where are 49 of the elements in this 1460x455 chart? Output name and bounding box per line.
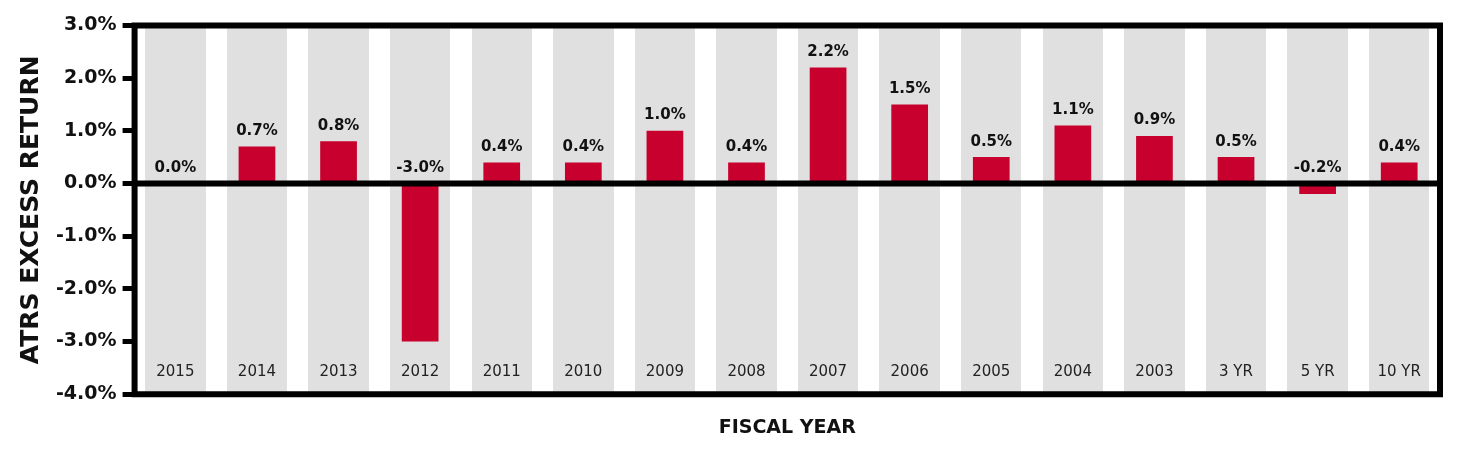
x-tick-label: 2004 bbox=[1052, 362, 1093, 381]
data-label: 0.8% bbox=[317, 115, 360, 134]
data-label: 0.5% bbox=[1215, 131, 1257, 150]
data-label: 2.2% bbox=[807, 41, 849, 60]
x-tick-label: 2010 bbox=[563, 362, 604, 381]
y-tick-label: -4.0% bbox=[55, 381, 117, 404]
data-label: 0.5% bbox=[970, 131, 1013, 150]
y-tick-label: 0.0% bbox=[63, 170, 117, 193]
x-tick-label: 2009 bbox=[644, 362, 685, 381]
data-label: 0.4% bbox=[480, 136, 523, 155]
data-label: 1.0% bbox=[644, 105, 686, 124]
x-tick-label: 5 YR bbox=[1299, 362, 1336, 381]
bar bbox=[809, 67, 847, 183]
x-tick-label: 2003 bbox=[1134, 362, 1175, 381]
bar bbox=[401, 183, 439, 342]
y-tick-label: 2.0% bbox=[63, 65, 117, 88]
data-label: 0.4% bbox=[1378, 136, 1421, 155]
y-tick-label: 1.0% bbox=[63, 117, 117, 140]
data-label: 0.7% bbox=[236, 120, 278, 139]
x-tick-label: 2014 bbox=[236, 362, 278, 381]
x-tick-label: 10 YR bbox=[1376, 362, 1422, 381]
data-label: 1.1% bbox=[1052, 99, 1094, 118]
bar bbox=[1136, 136, 1173, 183]
x-tick-label: 2012 bbox=[400, 362, 441, 381]
x-tick-label: 2007 bbox=[808, 362, 849, 381]
y-tick-label: -3.0% bbox=[55, 328, 117, 351]
y-tick-label: 3.0% bbox=[63, 12, 117, 35]
x-tick-label: 2013 bbox=[318, 362, 359, 381]
data-label: 0.4% bbox=[562, 136, 605, 155]
y-tick-label: -2.0% bbox=[55, 275, 117, 298]
bar bbox=[320, 141, 357, 183]
data-label: 1.5% bbox=[888, 78, 931, 97]
bar bbox=[891, 104, 929, 183]
y-tick-label: -1.0% bbox=[55, 223, 117, 246]
bar bbox=[646, 130, 684, 183]
x-tick-label: 2006 bbox=[889, 362, 930, 381]
x-tick-label: 2005 bbox=[971, 362, 1012, 381]
x-tick-label: 3 YR bbox=[1218, 362, 1254, 381]
x-tick-label: 2008 bbox=[726, 362, 767, 381]
x-tick-label: 2011 bbox=[481, 362, 522, 381]
y-axis-title: ATRS EXCESS RETURN bbox=[14, 55, 44, 365]
bar bbox=[1054, 125, 1092, 183]
data-label: -0.2% bbox=[1293, 157, 1342, 176]
x-tick-label: 2015 bbox=[155, 362, 196, 381]
x-axis-title: FISCAL YEAR bbox=[718, 414, 857, 437]
data-label: -3.0% bbox=[396, 157, 445, 176]
data-label: 0.9% bbox=[1133, 110, 1176, 129]
data-label: 0.4% bbox=[725, 136, 768, 155]
data-label: 0.0% bbox=[154, 157, 197, 176]
